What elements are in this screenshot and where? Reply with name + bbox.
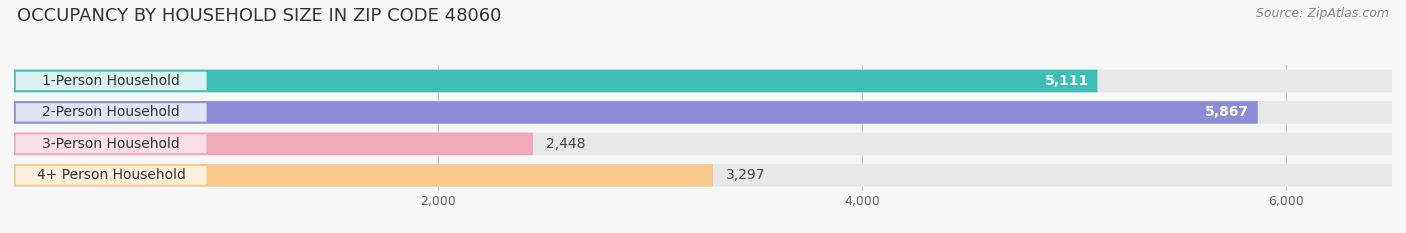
FancyBboxPatch shape: [15, 135, 207, 153]
Text: Source: ZipAtlas.com: Source: ZipAtlas.com: [1256, 7, 1389, 20]
FancyBboxPatch shape: [14, 70, 1392, 92]
Text: 2-Person Household: 2-Person Household: [42, 105, 180, 120]
Text: 4+ Person Household: 4+ Person Household: [37, 168, 186, 182]
FancyBboxPatch shape: [14, 133, 1392, 155]
FancyBboxPatch shape: [14, 164, 1392, 187]
Text: 3,297: 3,297: [725, 168, 765, 182]
Text: 5,867: 5,867: [1205, 105, 1250, 120]
FancyBboxPatch shape: [15, 103, 207, 122]
FancyBboxPatch shape: [15, 166, 207, 185]
FancyBboxPatch shape: [14, 101, 1392, 124]
FancyBboxPatch shape: [14, 101, 1258, 124]
Text: OCCUPANCY BY HOUSEHOLD SIZE IN ZIP CODE 48060: OCCUPANCY BY HOUSEHOLD SIZE IN ZIP CODE …: [17, 7, 502, 25]
FancyBboxPatch shape: [14, 70, 1098, 92]
Text: 5,111: 5,111: [1045, 74, 1090, 88]
FancyBboxPatch shape: [14, 133, 533, 155]
Text: 3-Person Household: 3-Person Household: [42, 137, 180, 151]
FancyBboxPatch shape: [15, 72, 207, 90]
FancyBboxPatch shape: [14, 164, 713, 187]
Text: 2,448: 2,448: [546, 137, 585, 151]
Text: 1-Person Household: 1-Person Household: [42, 74, 180, 88]
